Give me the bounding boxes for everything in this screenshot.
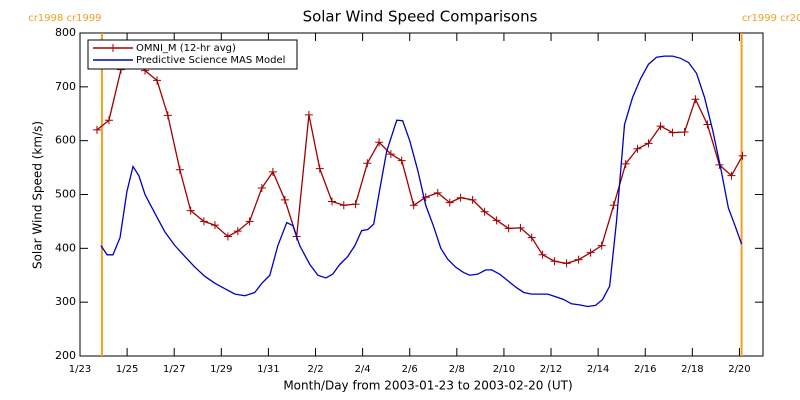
y-tick-label: 500 bbox=[55, 188, 76, 201]
data-point bbox=[516, 223, 525, 232]
carrington-label: cr1998 cr1999 bbox=[28, 13, 101, 24]
y-tick-label: 600 bbox=[55, 134, 76, 147]
data-point bbox=[550, 257, 559, 266]
data-point bbox=[223, 232, 232, 241]
data-point bbox=[644, 139, 653, 148]
data-point bbox=[421, 193, 430, 202]
data-point bbox=[480, 207, 489, 216]
data-point bbox=[199, 217, 208, 226]
legend-marker bbox=[109, 44, 117, 52]
x-tick-label: 1/29 bbox=[210, 364, 232, 375]
series-line bbox=[96, 55, 744, 265]
y-tick-label: 800 bbox=[55, 26, 76, 39]
x-tick-label: 2/12 bbox=[540, 364, 562, 375]
plot-frame bbox=[79, 32, 764, 357]
data-point bbox=[315, 164, 324, 173]
data-point bbox=[386, 150, 395, 159]
data-point bbox=[468, 195, 477, 204]
x-tick-label: 1/23 bbox=[69, 364, 91, 375]
data-point bbox=[527, 233, 536, 242]
x-tick-label: 1/27 bbox=[163, 364, 185, 375]
data-point bbox=[456, 193, 465, 202]
legend-label: Predictive Science MAS Model bbox=[136, 55, 285, 66]
data-point bbox=[375, 138, 384, 147]
x-tick-label: 2/8 bbox=[449, 364, 465, 375]
data-point bbox=[597, 241, 606, 250]
x-tick-label: 2/6 bbox=[402, 364, 418, 375]
data-point bbox=[562, 259, 571, 268]
x-tick-label: 2/2 bbox=[307, 364, 323, 375]
data-point bbox=[233, 227, 242, 236]
data-point bbox=[727, 171, 736, 180]
y-tick-label: 400 bbox=[55, 241, 76, 254]
x-tick-label: 2/18 bbox=[681, 364, 703, 375]
x-axis-label: Month/Day from 2003-01-23 to 2003-02-20 … bbox=[283, 379, 572, 393]
data-point bbox=[153, 76, 162, 85]
data-point bbox=[363, 159, 372, 168]
data-point bbox=[104, 116, 113, 125]
y-tick-label: 300 bbox=[55, 295, 76, 308]
data-point bbox=[92, 125, 101, 134]
series-line bbox=[100, 55, 743, 308]
data-point bbox=[680, 128, 689, 137]
y-tick-label: 200 bbox=[55, 349, 76, 362]
data-point bbox=[574, 255, 583, 264]
x-tick-label: 1/25 bbox=[116, 364, 138, 375]
x-tick-label: 2/14 bbox=[587, 364, 609, 375]
data-point bbox=[691, 95, 700, 104]
data-point bbox=[210, 221, 219, 230]
data-point bbox=[268, 167, 277, 176]
data-point bbox=[633, 144, 642, 153]
data-point bbox=[738, 151, 747, 160]
x-tick-label: 2/20 bbox=[728, 364, 750, 375]
data-point bbox=[163, 111, 172, 120]
data-point bbox=[328, 197, 337, 206]
data-point bbox=[703, 120, 712, 129]
data-point bbox=[175, 165, 184, 174]
x-tick-label: 1/31 bbox=[257, 364, 279, 375]
data-point bbox=[492, 216, 501, 225]
y-tick-label: 700 bbox=[55, 80, 76, 93]
data-point bbox=[668, 128, 677, 137]
x-tick-label: 2/10 bbox=[493, 364, 515, 375]
data-point bbox=[656, 122, 665, 131]
x-tick-label: 2/4 bbox=[355, 364, 371, 375]
x-tick-label: 2/16 bbox=[634, 364, 656, 375]
data-point bbox=[433, 188, 442, 197]
data-point bbox=[621, 159, 630, 168]
data-point bbox=[445, 198, 454, 207]
data-point bbox=[351, 200, 360, 209]
chart-title: Solar Wind Speed Comparisons bbox=[303, 8, 538, 26]
data-point bbox=[609, 201, 618, 210]
data-point bbox=[245, 217, 254, 226]
legend-box bbox=[87, 39, 298, 70]
data-point bbox=[339, 201, 348, 210]
y-axis-label: Solar Wind Speed (km/s) bbox=[31, 121, 45, 269]
data-point bbox=[304, 110, 313, 119]
data-point bbox=[280, 195, 289, 204]
carrington-label: cr1999 cr2000 bbox=[742, 13, 800, 24]
legend-label: OMNI_M (12-hr avg) bbox=[136, 43, 236, 54]
data-point bbox=[538, 250, 547, 259]
data-point bbox=[504, 224, 513, 233]
data-point bbox=[409, 201, 418, 210]
data-point bbox=[186, 206, 195, 215]
data-point bbox=[397, 156, 406, 165]
data-point bbox=[257, 184, 266, 193]
data-point bbox=[586, 248, 595, 257]
